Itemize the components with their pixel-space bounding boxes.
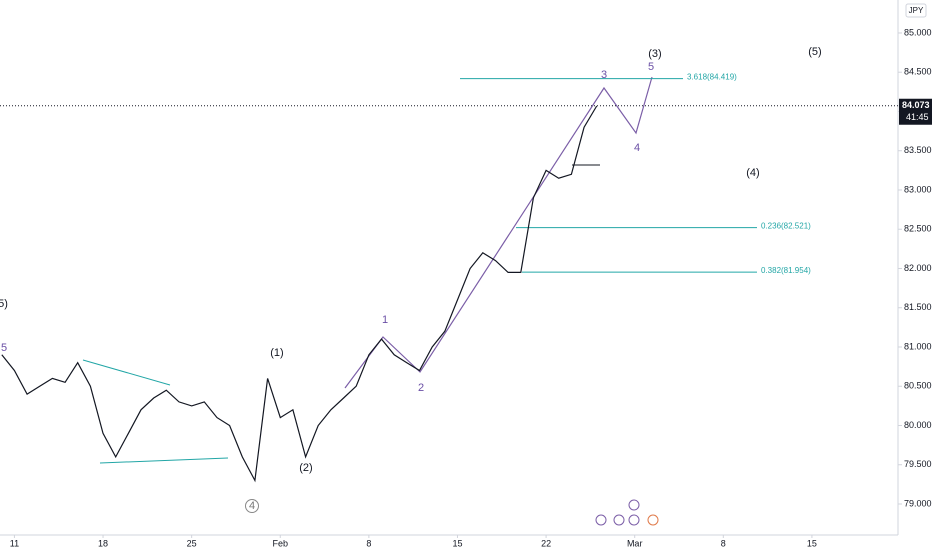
icon (613, 514, 625, 526)
x-tick-label: 18 (98, 538, 108, 548)
wave-label: 5) (0, 298, 8, 310)
fib-label: 0.236(82.521) (761, 222, 811, 231)
currency-box (905, 3, 927, 18)
x-tick-label: 8 (721, 538, 726, 548)
y-tick-label: 81.000 (904, 341, 932, 351)
y-tick-label: 80.000 (904, 420, 932, 430)
y-tick-label: 83.500 (904, 145, 932, 155)
y-tick-label: 82.500 (904, 224, 932, 234)
x-tick-label: 15 (807, 538, 817, 548)
last-price-box (899, 98, 932, 125)
wave-label: (2) (299, 462, 312, 474)
icon (647, 514, 659, 526)
currency: JPY (909, 6, 924, 15)
wave-circle (245, 499, 259, 513)
y-tick-label: 80.500 (904, 381, 932, 391)
y-tick-label: 83.000 (904, 184, 932, 194)
wave-label: (4) (746, 167, 759, 179)
wave-label: 1 (382, 314, 388, 326)
y-tick-label: 79.500 (904, 459, 932, 469)
y-tick-label: 85.000 (904, 27, 932, 37)
last-price-label: 84.073 (902, 100, 930, 110)
wave-label: 4 (249, 500, 255, 512)
x-tick-label: Mar (627, 538, 643, 548)
y-tick-label: 81.500 (904, 302, 932, 312)
x-tick-label: 11 (10, 538, 19, 548)
x-tick-label: 15 (452, 538, 462, 548)
x-tick-label: 8 (366, 538, 371, 548)
x-tick-label: 25 (187, 538, 197, 548)
x-tick-label: 22 (541, 538, 551, 548)
y-tick-label: 79.000 (904, 498, 932, 508)
y-tick-label: 82.000 (904, 263, 932, 273)
fib-label: 0.382(81.954) (761, 266, 811, 275)
y-tick-label: 84.500 (904, 67, 932, 77)
wave-label: (1) (270, 347, 283, 359)
x-tick-label: Feb (273, 538, 289, 548)
icon (628, 499, 640, 511)
icon (595, 514, 607, 526)
wave-label: 3 (601, 69, 607, 81)
wave-label: (5) (808, 46, 821, 58)
price-line (1, 105, 598, 483)
icon (628, 514, 640, 526)
wave-label: 5 (648, 61, 654, 73)
trend-line (82, 359, 171, 386)
fib-label: 3.618(84.419) (687, 73, 737, 82)
wave-label: 4 (634, 142, 640, 154)
indicator-icons (595, 499, 659, 526)
wave-label: (3) (648, 48, 661, 60)
trend-line (99, 457, 229, 464)
countdown: 41:45 (906, 112, 929, 122)
wave-label: 5 (1, 342, 7, 354)
wave-label: 2 (418, 382, 424, 394)
